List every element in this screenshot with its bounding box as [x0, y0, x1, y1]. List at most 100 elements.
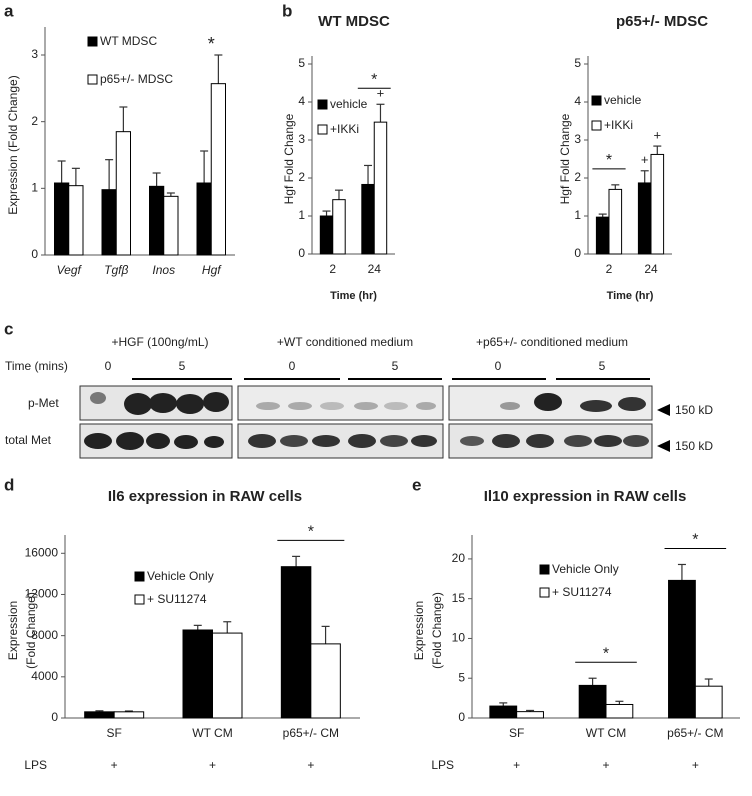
- y-tick-label: 20: [452, 551, 466, 565]
- y-axis-title: Hgf Fold Change: [282, 113, 296, 204]
- annotation: +: [641, 152, 649, 167]
- bar: [668, 579, 696, 719]
- legend-swatch: [134, 594, 145, 605]
- annotation: *: [308, 524, 314, 541]
- blot-bands: [84, 392, 649, 450]
- x-tick-label: 2: [329, 262, 336, 276]
- legend-swatch: [134, 571, 145, 582]
- treatment-mark: +: [307, 758, 314, 772]
- x-tick-label: WT CM: [586, 726, 626, 740]
- bar: [210, 83, 226, 256]
- bar: [332, 199, 346, 255]
- legend-swatch: [539, 587, 550, 598]
- annotation: *: [208, 34, 215, 54]
- bar: [84, 711, 115, 719]
- y-tick-label: 1: [574, 208, 581, 222]
- treatment-mark: +: [602, 758, 609, 772]
- x-tick-label: p65+/- CM: [667, 726, 723, 740]
- panel-letter: c: [4, 319, 13, 338]
- y-tick-label: 4000: [31, 669, 58, 683]
- panel-letter: b: [282, 1, 292, 20]
- y-tick-label: 4: [298, 94, 305, 108]
- y-tick-label: 12000: [25, 587, 59, 601]
- x-tick-label: 24: [644, 262, 658, 276]
- annotation: +: [377, 86, 385, 101]
- y-tick-label: 0: [574, 246, 581, 260]
- bar: [115, 131, 131, 256]
- y-tick-label: 0: [458, 710, 465, 724]
- y-tick-label: 3: [574, 132, 581, 146]
- y-tick-label: 5: [574, 56, 581, 70]
- y-tick-label: 0: [298, 246, 305, 260]
- bar: [182, 629, 213, 719]
- y-tick-label: 5: [458, 670, 465, 684]
- arrow: [657, 404, 670, 416]
- y-tick-label: 2: [574, 170, 581, 184]
- y-axis-title: (Fold Change): [24, 592, 38, 669]
- x-tick-label: 24: [368, 262, 382, 276]
- y-tick-label: 16000: [25, 545, 59, 559]
- bar: [163, 195, 179, 256]
- y-tick-label: 15: [452, 591, 466, 605]
- timepoint: 5: [392, 359, 399, 373]
- legend-label: vehicle: [604, 93, 642, 107]
- treatment-mark: +: [692, 758, 699, 772]
- x-tick-label: Hgf: [202, 263, 222, 277]
- y-tick-label: 8000: [31, 628, 58, 642]
- treatment-label: +WT conditioned medium: [277, 335, 413, 349]
- annotation: +: [654, 128, 662, 143]
- x-tick-label: SF: [509, 726, 524, 740]
- bar: [605, 703, 634, 719]
- y-tick-label: 1: [31, 181, 38, 195]
- treatment-label: +HGF (100ng/mL): [111, 335, 208, 349]
- time-label: Time (mins): [5, 359, 68, 373]
- legend-label: + SU11274: [552, 585, 612, 599]
- size-label: 150 kD: [675, 439, 713, 453]
- annotation: *: [371, 71, 377, 88]
- y-tick-label: 3: [31, 47, 38, 61]
- legend-label: +IKKi: [604, 118, 633, 132]
- bar: [310, 643, 341, 719]
- legend-swatch: [539, 564, 550, 575]
- bar: [101, 189, 117, 256]
- chart-title: Il10 expression in RAW cells: [484, 488, 687, 505]
- y-tick-label: 4: [574, 94, 581, 108]
- size-label: 150 kD: [675, 403, 713, 417]
- annotation: *: [606, 152, 612, 169]
- bar: [196, 182, 212, 256]
- bar: [149, 185, 165, 256]
- legend-swatch: [317, 124, 328, 135]
- treatment-mark: +: [209, 758, 216, 772]
- x-axis-title: Time (hr): [330, 290, 377, 302]
- legend-swatch: [317, 99, 328, 110]
- bar: [516, 711, 544, 719]
- y-tick-label: 0: [31, 247, 38, 261]
- x-tick-label: SF: [106, 726, 121, 740]
- annotation: *: [603, 645, 609, 662]
- y-tick-label: 2: [298, 170, 305, 184]
- bar: [54, 182, 70, 256]
- row-label: total Met: [5, 433, 52, 447]
- bar: [694, 685, 723, 719]
- annotation: *: [692, 532, 698, 549]
- panel-letter: d: [4, 475, 14, 494]
- y-tick-label: 5: [298, 56, 305, 70]
- treatment-mark: +: [111, 758, 118, 772]
- y-axis-title: Hgf Fold Change: [558, 113, 572, 204]
- bar: [608, 188, 623, 255]
- treatment-mark: +: [513, 758, 520, 772]
- x-axis-title: Time (hr): [607, 290, 654, 302]
- y-tick-label: 10: [452, 631, 466, 645]
- legend-label: vehicle: [330, 97, 368, 111]
- x-tick-label: Inos: [152, 263, 175, 277]
- x-tick-label: Tgfβ: [104, 263, 128, 277]
- bar: [373, 121, 388, 255]
- chart-title: p65+/- MDSC: [616, 13, 708, 30]
- legend-label: Vehicle Only: [147, 569, 214, 583]
- y-axis-title: (Fold Change): [430, 592, 444, 669]
- legend-swatch: [591, 120, 602, 131]
- x-tick-label: WT CM: [192, 726, 232, 740]
- y-axis-title: Expression: [412, 601, 426, 660]
- y-tick-label: 0: [51, 710, 58, 724]
- bar: [280, 566, 312, 719]
